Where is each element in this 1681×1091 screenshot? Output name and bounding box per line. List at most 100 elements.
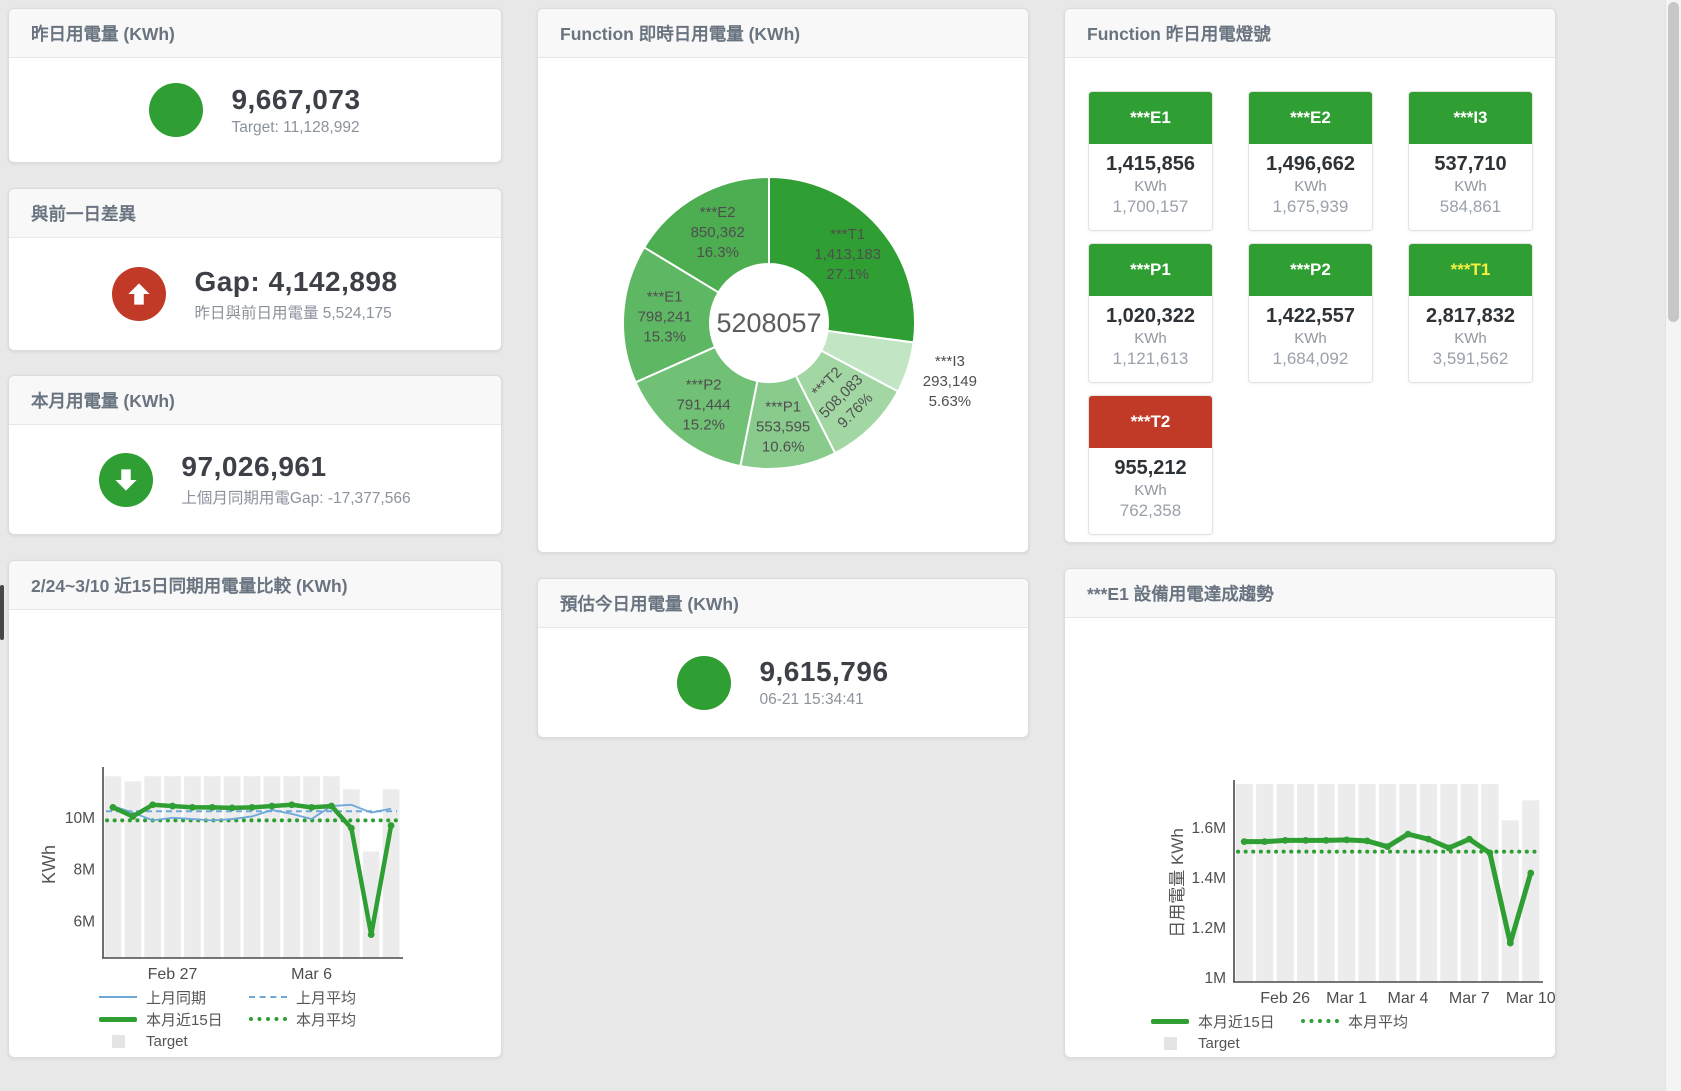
this-month-point[interactable]	[228, 804, 236, 812]
donut-slice-E1[interactable]	[622, 246, 720, 384]
target-bar[interactable]	[1419, 784, 1438, 982]
legend-item-gray-square[interactable]: Target	[1151, 1032, 1301, 1054]
this-month-point[interactable]	[1404, 830, 1412, 838]
status-tile-T1[interactable]: ***T1 2,817,832 KWh 3,591,562	[1408, 243, 1533, 383]
donut-label: 15.2%	[682, 417, 725, 434]
target-bar[interactable]	[1235, 784, 1253, 982]
lights-card-title: Function 昨日用電燈號	[1065, 9, 1555, 58]
target-bar[interactable]	[124, 781, 142, 958]
legend-item-green-line[interactable]: 本月近15日	[99, 1008, 249, 1030]
this-month-point[interactable]	[367, 931, 375, 939]
this-month-point[interactable]	[288, 801, 296, 809]
status-tile-I3[interactable]: ***I3 537,710 KWh 584,861	[1408, 91, 1533, 231]
this-month-point[interactable]	[1506, 939, 1514, 947]
legend-item-green-dot[interactable]: 本月平均	[1301, 1010, 1451, 1032]
this-month-point[interactable]	[387, 822, 395, 829]
month-card-title: 本月用電量 (KWh)	[9, 376, 501, 425]
legend-item-blue-line[interactable]: 上月同期	[99, 986, 249, 1008]
target-bar[interactable]	[1481, 784, 1499, 982]
target-bar[interactable]	[362, 851, 380, 958]
target-bar[interactable]	[1256, 784, 1274, 982]
target-bar[interactable]	[1337, 784, 1356, 982]
this-month-point[interactable]	[1343, 836, 1350, 844]
target-bar[interactable]	[1522, 800, 1540, 982]
target-bar[interactable]	[1276, 784, 1294, 982]
this-month-point[interactable]	[109, 803, 117, 811]
this-month-point[interactable]	[347, 824, 355, 832]
donut-card-title: Function 即時日用電量 (KWh)	[538, 9, 1028, 58]
this-month-point[interactable]	[1445, 844, 1453, 852]
daily-usage-donut-chart[interactable]: ***T11,413,18327.1%***I3293,1495.63%***T…	[538, 58, 1030, 554]
this-month-point[interactable]	[1527, 869, 1535, 877]
target-bar[interactable]	[223, 776, 241, 958]
target-bar[interactable]	[203, 776, 221, 958]
tile-target: 1,684,092	[1272, 349, 1349, 368]
compare-chart-legend: 上月同期 上月平均 本月近15日 本月平均 Target	[99, 986, 419, 1052]
status-tile-E1[interactable]: ***E1 1,415,856 KWh 1,700,157	[1088, 91, 1213, 231]
target-bar[interactable]	[1440, 784, 1458, 982]
target-bar[interactable]	[1399, 784, 1417, 982]
target-bar[interactable]	[243, 776, 261, 958]
legend-item-green-dot[interactable]: 本月平均	[249, 1008, 399, 1030]
this-month-point[interactable]	[268, 802, 276, 810]
tile-target: 1,675,939	[1272, 197, 1349, 216]
this-month-point[interactable]	[1465, 835, 1473, 843]
this-month-point[interactable]	[248, 803, 256, 811]
status-tile-P1[interactable]: ***P1 1,020,322 KWh 1,121,613	[1088, 243, 1213, 383]
this-month-point[interactable]	[129, 813, 137, 820]
target-bar[interactable]	[1358, 784, 1376, 982]
scrollbar-thumb[interactable]	[1668, 2, 1679, 322]
target-bar[interactable]	[1297, 784, 1315, 982]
legend-item-gray-square[interactable]: Target	[99, 1030, 249, 1052]
legend-item-blue-dash[interactable]: 上月平均	[249, 986, 399, 1008]
this-month-point[interactable]	[1322, 836, 1330, 844]
this-month-point[interactable]	[1261, 838, 1269, 846]
yesterday-target-label: Target: 11,128,992	[231, 118, 360, 136]
gap-card-title: 與前一日差異	[9, 189, 501, 238]
target-bar[interactable]	[104, 776, 122, 958]
this-month-point[interactable]	[308, 803, 315, 811]
this-month-point[interactable]	[1281, 836, 1289, 844]
this-month-point[interactable]	[1486, 849, 1494, 857]
this-month-point[interactable]	[1363, 837, 1371, 845]
this-month-point[interactable]	[1384, 843, 1391, 851]
this-month-point[interactable]	[1425, 835, 1432, 843]
e1-trend-chart-plot[interactable]: 1M 1.2M 1.4M 1.6M Feb 26 Mar 1 Mar 4 Mar 7 Mar 1…	[1065, 618, 1557, 1059]
legend-item-green-line[interactable]: 本月近15日	[1151, 1010, 1301, 1032]
x-tick-label: Mar 1	[1326, 990, 1367, 1007]
donut-slice-E2[interactable]	[643, 176, 770, 294]
status-tile-E2[interactable]: ***E2 1,496,662 KWh 1,675,939	[1248, 91, 1373, 231]
donut-slice-T1[interactable]	[768, 176, 916, 344]
target-bar[interactable]	[144, 776, 162, 958]
this-month-point[interactable]	[1240, 838, 1248, 846]
status-tile-T2[interactable]: ***T2 955,212 KWh 762,358	[1088, 395, 1213, 535]
this-month-point[interactable]	[189, 803, 196, 811]
tile-label: ***T1	[1409, 244, 1532, 296]
target-bar[interactable]	[1378, 784, 1397, 982]
status-tile-P2[interactable]: ***P2 1,422,557 KWh 1,684,092	[1248, 243, 1373, 383]
target-bar[interactable]	[382, 789, 400, 958]
target-bar[interactable]	[303, 776, 320, 958]
this-month-point[interactable]	[169, 802, 176, 810]
tile-body: 955,212 KWh 762,358	[1089, 448, 1212, 521]
this-month-point[interactable]	[149, 801, 157, 809]
donut-slice-P2[interactable]	[634, 345, 759, 468]
this-month-point[interactable]	[1302, 836, 1310, 844]
target-bar[interactable]	[1317, 784, 1335, 982]
target-bar[interactable]	[1501, 820, 1519, 982]
tile-value: 1,020,322	[1106, 305, 1195, 327]
tile-target: 1,700,157	[1112, 197, 1189, 216]
this-month-point[interactable]	[208, 803, 216, 811]
page-scrollbar[interactable]	[1665, 0, 1681, 1091]
compare-chart-plot[interactable]: 6M 8M 10M Feb 27 Mar 6 KWh	[9, 610, 503, 1059]
gap-sub-label: 昨日與前日用電量 5,524,175	[194, 304, 392, 322]
donut-label: ***I3	[935, 353, 965, 370]
donut-label: 798,241	[638, 308, 692, 325]
target-bar[interactable]	[342, 789, 360, 958]
this-month-point[interactable]	[328, 802, 335, 810]
target-bar[interactable]	[184, 776, 201, 958]
legend-label: 本月近15日	[1198, 1013, 1275, 1031]
blue-dash-swatch-icon	[249, 990, 287, 1004]
card-title-text: 預估今日用電量 (KWh)	[560, 593, 739, 614]
target-bar[interactable]	[1460, 784, 1478, 982]
